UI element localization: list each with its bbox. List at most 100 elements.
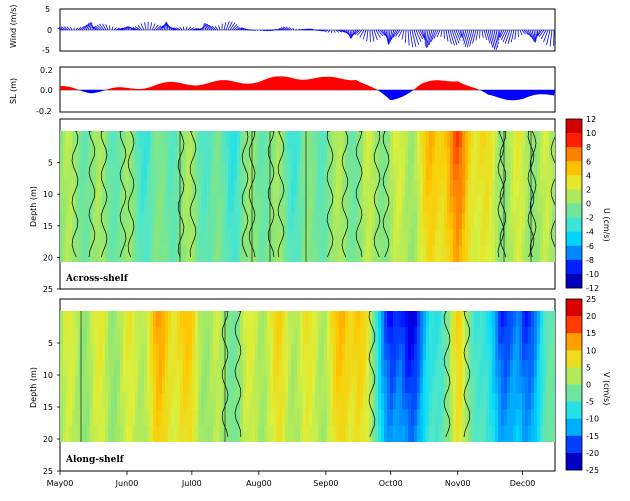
heat-cell — [441, 327, 445, 345]
heat-cell — [63, 327, 67, 345]
heat-cell — [507, 409, 511, 427]
heat-cell — [345, 409, 349, 427]
heat-cell — [366, 343, 370, 361]
heat-cell — [411, 360, 415, 377]
heat-cell — [165, 180, 169, 197]
heat-cell — [219, 131, 223, 148]
heat-cell — [177, 392, 181, 410]
heat-cell — [306, 311, 310, 328]
heat-cell — [216, 131, 220, 148]
heat-cell — [378, 392, 382, 410]
heat-cell — [207, 229, 211, 247]
heat-cell — [462, 376, 466, 394]
heat-cell — [300, 163, 304, 181]
heat-cell — [105, 343, 109, 361]
heat-cell — [528, 147, 532, 165]
heat-cell — [135, 180, 139, 197]
heat-cell — [477, 212, 481, 230]
heat-cell — [462, 131, 466, 148]
heat-cell — [396, 343, 400, 361]
heat-cell — [60, 327, 64, 345]
heat-cell — [474, 196, 478, 214]
heat-cell — [432, 245, 436, 262]
heat-cell — [504, 409, 508, 427]
heat-cell — [465, 343, 469, 361]
heat-cell — [519, 311, 523, 328]
heat-cell — [240, 343, 244, 361]
heat-cell — [126, 147, 130, 165]
heat-cell — [444, 327, 448, 345]
heat-cell — [540, 343, 544, 361]
heat-cell — [174, 425, 178, 442]
heat-cell — [486, 327, 490, 345]
heat-cell — [144, 229, 148, 247]
heat-cell — [186, 360, 190, 377]
heat-cell — [231, 360, 235, 377]
heat-cell — [420, 327, 424, 345]
wind-stick — [390, 29, 397, 40]
heat-cell — [477, 376, 481, 394]
heat-cell — [162, 196, 166, 214]
heat-cell — [375, 212, 379, 230]
heat-cell — [78, 327, 82, 345]
wind-stick — [321, 29, 327, 32]
wind-stick — [459, 29, 463, 37]
wind-stick — [113, 27, 117, 31]
heat-cell — [480, 409, 484, 427]
heat-cell — [519, 163, 523, 181]
heat-cell — [108, 212, 112, 230]
heat-cell — [378, 245, 382, 262]
heat-cell — [357, 163, 361, 181]
wind-stick — [472, 29, 477, 44]
heat-cell — [315, 196, 319, 214]
heat-cell — [132, 245, 136, 262]
heat-cell — [492, 245, 496, 262]
heat-cell — [420, 409, 424, 427]
heat-cell — [471, 311, 475, 328]
heat-cell — [192, 343, 196, 361]
heat-cell — [444, 229, 448, 247]
wind-stick — [451, 29, 458, 46]
heat-cell — [327, 343, 331, 361]
heat-cell — [447, 212, 451, 230]
heat-cell — [489, 196, 493, 214]
heat-cell — [426, 147, 430, 165]
heat-cell — [165, 425, 169, 442]
heat-cell — [405, 245, 409, 262]
heat-cell — [474, 376, 478, 394]
wind-stick — [161, 23, 166, 31]
heat-cell — [219, 147, 223, 165]
heat-cell — [87, 376, 91, 394]
heat-cell — [402, 327, 406, 345]
heat-cell — [207, 409, 211, 427]
heat-cell — [168, 376, 172, 394]
heat-cell — [534, 131, 538, 148]
heat-cell — [180, 392, 184, 410]
heat-cell — [537, 212, 541, 230]
heat-cell — [357, 376, 361, 394]
heat-cell — [432, 180, 436, 197]
heat-cell — [78, 212, 82, 230]
heat-cell — [312, 180, 316, 197]
heat-cell — [381, 409, 385, 427]
heat-cell — [189, 376, 193, 394]
wind-stick — [462, 29, 467, 42]
heat-cell — [126, 196, 130, 214]
heat-cell — [516, 343, 520, 361]
heat-cell — [540, 409, 544, 427]
heat-cell — [105, 131, 109, 148]
heat-cell — [84, 327, 88, 345]
heat-cell — [177, 229, 181, 247]
heat-cell — [264, 163, 268, 181]
heat-cell — [522, 327, 526, 345]
heat-cell — [123, 196, 127, 214]
heat-cell — [507, 196, 511, 214]
heat-cell — [402, 245, 406, 262]
heat-cell — [219, 180, 223, 197]
heat-cell — [108, 343, 112, 361]
heat-cell — [291, 425, 295, 442]
heat-cell — [282, 392, 286, 410]
heat-cell — [384, 229, 388, 247]
heat-cell — [351, 131, 355, 148]
heat-cell — [192, 311, 196, 328]
